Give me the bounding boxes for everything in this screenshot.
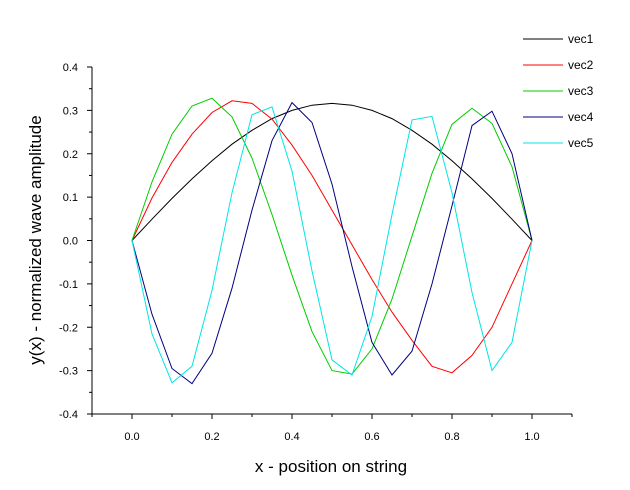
x-tick-label: 0.0: [124, 431, 139, 443]
y-tick-label: -0.4: [59, 409, 78, 421]
series-line-vec3: [131, 97, 533, 375]
x-tick-label: 0.4: [284, 431, 299, 443]
y-tick-label: 0.3: [63, 105, 78, 117]
x-tick-label: 0.6: [364, 431, 379, 443]
x-tick-label: 0.8: [444, 431, 459, 443]
x-tick-label: 0.2: [204, 431, 219, 443]
legend-item: vec2: [523, 58, 594, 72]
x-tick-label: 1.0: [524, 431, 539, 443]
legend-item: vec3: [523, 84, 594, 98]
y-axis-ticks: -0.4 -0.3 -0.2 -0.1 0.0 0.1 0.2 0.3 0.4: [59, 62, 92, 421]
legend-label: vec5: [568, 136, 594, 150]
y-tick-label: 0.2: [63, 149, 78, 161]
legend-label: vec3: [568, 84, 594, 98]
series-line-vec2: [131, 100, 533, 374]
y-tick-label: 0.4: [63, 62, 78, 74]
series-lines: [131, 97, 533, 385]
legend-label: vec1: [568, 32, 594, 46]
x-axis-ticks: 0.0 0.2 0.4 0.6 0.8 1.0: [91, 414, 573, 443]
y-tick-label: -0.1: [59, 279, 78, 291]
y-tick-label: -0.3: [59, 366, 78, 378]
legend-item: vec4: [523, 110, 594, 124]
legend: vec1 vec2 vec3 vec4 vec5: [523, 32, 594, 150]
y-tick-label: -0.2: [59, 322, 78, 334]
x-axis-title: x - position on string: [255, 457, 407, 476]
y-axis-title: y(x) - normalized wave amplitude: [26, 115, 45, 364]
legend-label: vec2: [568, 58, 594, 72]
legend-label: vec4: [568, 110, 594, 124]
series-line-vec5: [131, 106, 533, 384]
series-line-vec4: [131, 101, 533, 385]
y-tick-label: 0.0: [63, 236, 78, 248]
y-tick-label: 0.1: [63, 192, 78, 204]
legend-item: vec1: [523, 32, 594, 46]
legend-item: vec5: [523, 136, 594, 150]
series-line-vec1: [131, 102, 533, 241]
